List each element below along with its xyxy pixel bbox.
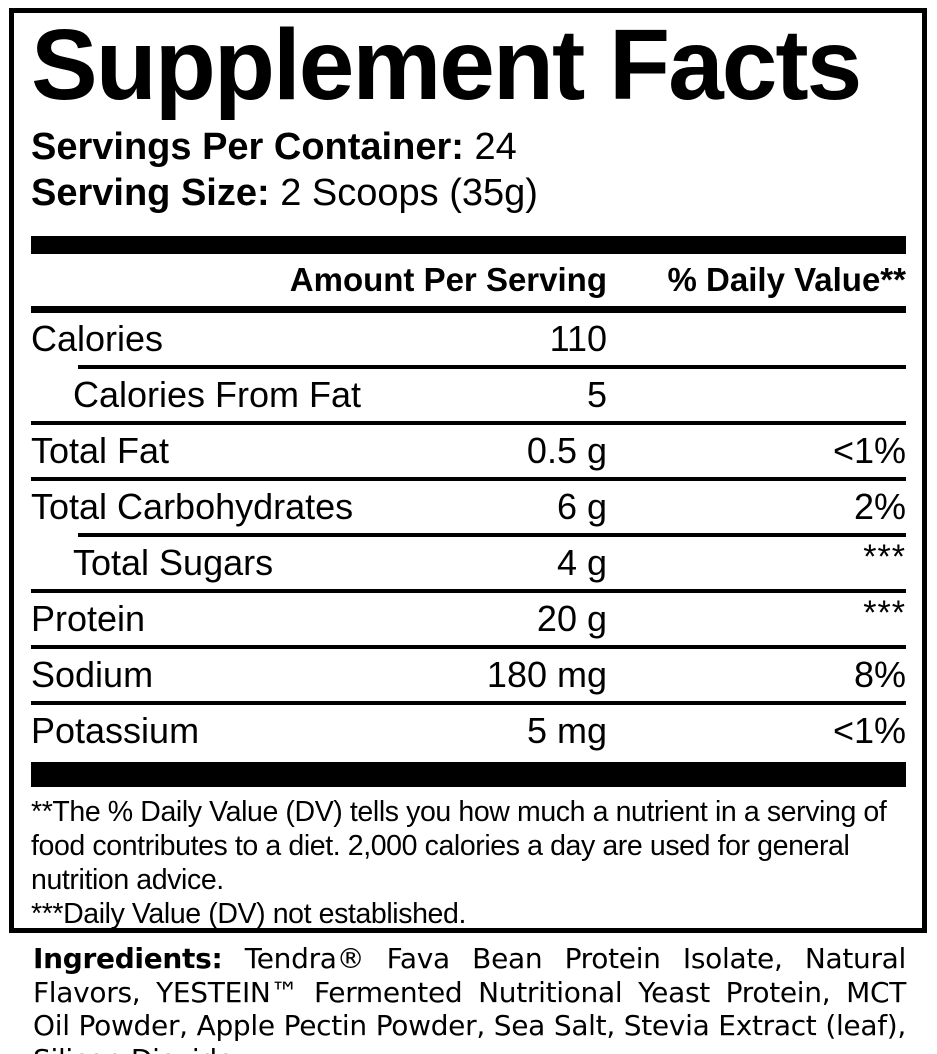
nutrient-row: Total Carbohydrates 6 g 2% (31, 481, 906, 533)
nutrient-row: Total Fat 0.5 g <1% (31, 425, 906, 477)
nutrient-name: Potassium (31, 710, 200, 751)
nutrient-daily-value: <1% (832, 430, 906, 471)
nutrient-row: Calories 110 (31, 313, 906, 365)
nutrient-name: Calories (31, 318, 164, 359)
amount-per-serving-header: Amount Per Serving (289, 261, 607, 298)
nutrient-amount: 5 (586, 374, 607, 415)
nutrient-row: Total Sugars 4 g *** (31, 537, 906, 589)
row-divider (31, 421, 906, 425)
serving-size-value: 2 Scoops (35g) (280, 172, 538, 214)
serving-info: Servings Per Container: 24 Serving Size:… (31, 124, 906, 216)
row-divider (31, 477, 906, 481)
nutrient-amount: 4 g (556, 542, 607, 583)
not-established-footnote: ***Daily Value (DV) not established. (31, 898, 466, 930)
nutrient-daily-value: <1% (832, 710, 906, 751)
facts-table-header: Amount Per Serving % Daily Value** (31, 254, 906, 313)
ingredients-label: Ingredients: (33, 942, 223, 975)
top-separator-bar (31, 236, 906, 254)
nutrient-amount: 0.5 g (526, 430, 607, 471)
nutrient-daily-value: *** (863, 594, 906, 632)
servings-per-container-label: Servings Per Container: (31, 126, 464, 168)
row-divider (31, 701, 906, 705)
servings-per-container-line: Servings Per Container: 24 (31, 124, 906, 170)
nutrient-row: Calories From Fat 5 (31, 369, 906, 421)
nutrient-daily-value: *** (863, 538, 906, 576)
nutrient-amount: 5 mg (526, 710, 607, 751)
bottom-separator-bar (31, 762, 906, 787)
ingredients-list: Tendra® Fava Bean Protein Isolate, Natur… (33, 942, 907, 1054)
nutrient-row: Potassium 5 mg <1% (31, 705, 906, 757)
servings-per-container-value: 24 (474, 126, 517, 168)
nutrient-amount: 20 g (536, 598, 607, 639)
serving-size-label: Serving Size: (31, 172, 270, 214)
nutrient-name: Sodium (31, 654, 154, 695)
nutrient-row: Sodium 180 mg 8% (31, 649, 906, 701)
nutrient-amount: 110 (549, 318, 607, 359)
row-divider (31, 589, 906, 593)
facts-table-body: Calories 110 Calories From Fat 5 Total Fat 0.… (31, 313, 906, 757)
serving-size-line: Serving Size: 2 Scoops (35g) (31, 170, 906, 216)
nutrient-name: Protein (31, 598, 146, 639)
daily-value-header: % Daily Value** (667, 261, 906, 298)
row-divider (31, 645, 906, 649)
nutrient-amount: 180 mg (486, 654, 607, 695)
row-divider (78, 533, 906, 537)
row-divider (78, 365, 906, 369)
daily-value-footnote: **The % Daily Value (DV) tells you how m… (31, 796, 887, 896)
nutrient-row: Protein 20 g *** (31, 593, 906, 645)
supplement-facts-title: Supplement Facts (31, 9, 862, 121)
nutrient-name: Calories From Fat (73, 374, 362, 415)
nutrient-daily-value: 8% (853, 654, 906, 695)
ingredients-paragraph: Ingredients: Tendra® Fava Bean Protein I… (33, 942, 906, 1054)
nutrient-amount: 6 g (556, 486, 607, 527)
nutrient-daily-value: 2% (853, 486, 906, 527)
footnotes: **The % Daily Value (DV) tells you how m… (31, 795, 906, 930)
nutrient-name: Total Sugars (73, 542, 274, 583)
supplement-facts-panel: Supplement Facts Servings Per Container:… (9, 8, 927, 933)
nutrient-name: Total Fat (31, 430, 170, 471)
nutrient-name: Total Carbohydrates (31, 486, 354, 527)
